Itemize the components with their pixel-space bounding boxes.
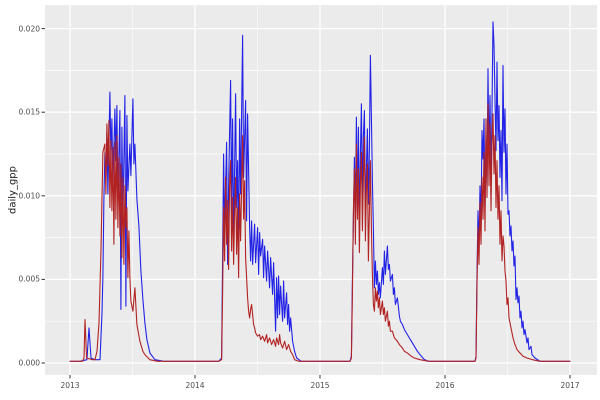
y-tick-label: 0.010: [18, 191, 40, 201]
y-tick-label: 0.000: [18, 358, 40, 368]
y-axis-title: daily_gpp: [7, 166, 19, 214]
y-tick-label: 0.015: [18, 107, 40, 117]
y-tick-label: 0.020: [18, 24, 40, 34]
x-tick-label: 2017: [560, 381, 580, 390]
axis-tick-marks: [41, 28, 571, 379]
x-tick-label: 2014: [185, 381, 205, 390]
red-series-line: [69, 103, 571, 362]
data-series: [69, 21, 571, 362]
y-tick-label: 0.005: [18, 274, 40, 284]
x-tick-label: 2013: [60, 381, 80, 390]
major-gridlines: [45, 5, 597, 375]
x-tick-label: 2015: [310, 381, 330, 390]
x-tick-label: 2016: [435, 381, 455, 390]
